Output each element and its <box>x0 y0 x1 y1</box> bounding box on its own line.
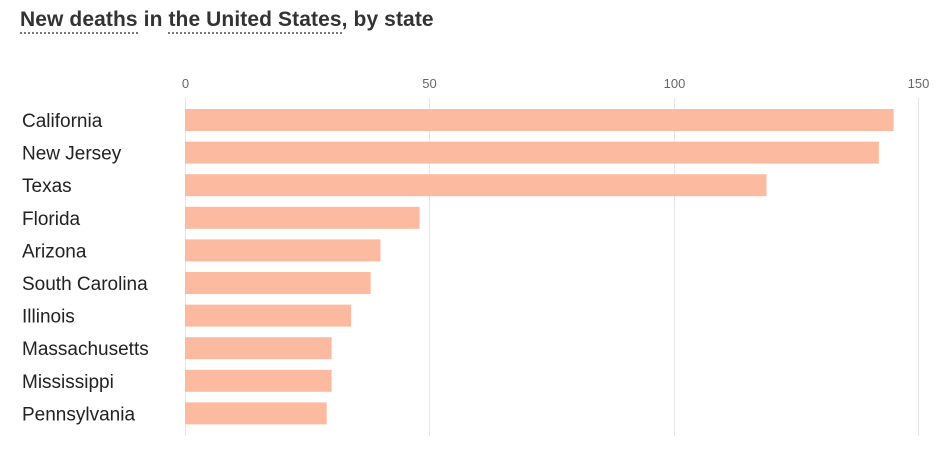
bar-arizona[interactable] <box>185 239 381 262</box>
x-tick-label-150: 150 <box>908 76 930 91</box>
bar-texas[interactable] <box>185 174 767 197</box>
category-labels: California New Jersey Texas Florida Arizona S… <box>22 111 149 425</box>
x-tick-label-50: 50 <box>422 76 436 91</box>
bars <box>185 109 894 425</box>
category-label-south-carolina: South Carolina <box>22 274 148 295</box>
x-tick-label-100: 100 <box>664 76 686 91</box>
bar-illinois[interactable] <box>185 304 352 327</box>
title-term-new-deaths[interactable]: New deaths <box>20 8 138 34</box>
x-tick-label-0: 0 <box>182 76 189 91</box>
category-label-texas: Texas <box>22 176 72 197</box>
category-label-pennsylvania: Pennsylvania <box>22 404 135 425</box>
bar-new-jersey[interactable] <box>185 141 879 164</box>
bar-california[interactable] <box>185 109 894 131</box>
bar-mississippi[interactable] <box>185 369 332 392</box>
category-label-california: California <box>22 111 103 132</box>
title-term-united-states[interactable]: the United States <box>168 8 342 34</box>
category-label-arizona: Arizona <box>22 241 87 262</box>
chart-title: New deaths in the United States, by stat… <box>20 8 434 34</box>
bar-pennsylvania[interactable] <box>185 402 327 425</box>
category-label-new-jersey: New Jersey <box>22 144 122 165</box>
category-label-florida: Florida <box>22 209 81 230</box>
bar-florida[interactable] <box>185 206 420 229</box>
bar-massachusetts[interactable] <box>185 337 332 360</box>
category-label-mississippi: Mississippi <box>22 372 114 393</box>
bar-south-carolina[interactable] <box>185 272 371 294</box>
category-label-massachusetts: Massachusetts <box>22 339 149 360</box>
x-axis-ticks: 0 50 100 150 <box>182 76 929 91</box>
title-text-in: in <box>137 8 169 31</box>
title-text-by-state: , by state <box>341 8 434 31</box>
category-label-illinois: Illinois <box>22 307 75 328</box>
